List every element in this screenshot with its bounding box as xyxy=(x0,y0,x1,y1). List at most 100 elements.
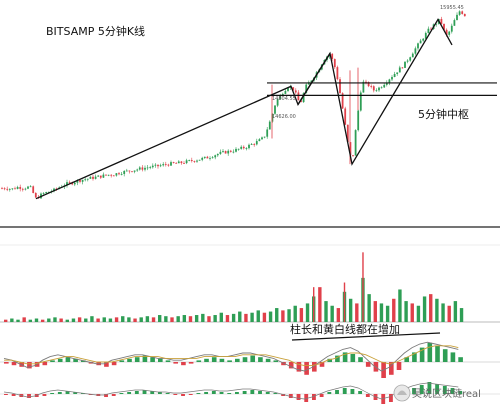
candle-body xyxy=(133,170,136,172)
bottom-bar xyxy=(319,394,324,397)
candle-body xyxy=(370,86,373,87)
candle-body xyxy=(263,136,266,138)
volume-bar xyxy=(188,316,193,322)
macd-bar xyxy=(319,362,325,367)
volume-bar xyxy=(422,296,427,322)
bottom-bar xyxy=(235,392,239,394)
candle-body xyxy=(183,163,185,164)
candle-body xyxy=(14,188,16,190)
volume-bar xyxy=(318,287,322,322)
volume-bar xyxy=(207,316,211,322)
macd-bar xyxy=(73,358,78,362)
candles xyxy=(1,10,466,199)
bottom-bar xyxy=(442,386,447,394)
candle-body xyxy=(68,182,71,183)
bottom-bar xyxy=(458,391,463,394)
candle-body xyxy=(45,192,48,194)
macd-bar xyxy=(119,360,125,362)
macd-bar xyxy=(65,357,71,362)
macd-bar xyxy=(435,346,440,362)
macd-bar xyxy=(165,360,171,362)
volume-bar xyxy=(219,312,223,322)
candle-body xyxy=(362,81,365,93)
bottom-bar xyxy=(165,393,170,394)
volume-bar xyxy=(238,311,242,322)
volume-bar xyxy=(77,317,82,322)
price-tag-2: 14626.00 xyxy=(272,114,296,120)
candle-body xyxy=(32,186,35,193)
candle-body xyxy=(443,23,445,30)
macd-bar xyxy=(242,357,248,362)
candle-body xyxy=(227,150,230,154)
candle-body xyxy=(159,165,162,167)
candle-body xyxy=(102,174,105,178)
bottom-bar xyxy=(4,394,8,395)
candle-body xyxy=(115,173,118,176)
volume-bar xyxy=(305,303,310,322)
candle-body xyxy=(89,176,92,179)
candle-body xyxy=(422,38,425,41)
candle-body xyxy=(336,67,339,80)
candle-body xyxy=(388,79,391,83)
candle-body xyxy=(198,159,201,161)
candle-body xyxy=(11,188,14,190)
volume-bar xyxy=(385,305,390,322)
volume-bar xyxy=(373,301,377,322)
bottom-bar xyxy=(273,393,278,394)
macd-bar xyxy=(4,362,9,364)
candle-body xyxy=(380,87,383,89)
candle-body xyxy=(206,156,209,159)
candle-body xyxy=(170,162,172,166)
volume-spike xyxy=(313,287,315,322)
macd-bar xyxy=(350,354,356,362)
macd-bar xyxy=(412,352,417,362)
volume-bar xyxy=(164,316,168,322)
volume-bar xyxy=(65,319,69,322)
macd-bar xyxy=(158,358,163,362)
volume-bar xyxy=(336,308,341,322)
candle-body xyxy=(73,182,76,185)
candle-body xyxy=(456,14,458,21)
bottom-panel xyxy=(0,382,500,404)
macd-bar xyxy=(104,362,109,367)
candle-body xyxy=(146,167,149,169)
volume-bar xyxy=(53,317,57,322)
macd-bar xyxy=(450,352,456,362)
candle-body xyxy=(448,31,451,35)
candle-body xyxy=(279,95,282,100)
candle-body xyxy=(201,157,204,160)
macd-bar xyxy=(327,358,333,362)
volume-bar xyxy=(348,298,353,322)
volume-bar xyxy=(10,318,14,322)
candle-body xyxy=(393,74,396,77)
candle-body xyxy=(391,76,393,80)
macd-bar xyxy=(389,362,394,375)
candle-body xyxy=(229,150,232,152)
candle-body xyxy=(292,87,295,91)
candle-body xyxy=(151,165,154,168)
candle-body xyxy=(216,153,219,156)
volume-spike xyxy=(343,282,346,322)
bottom-bar xyxy=(104,394,108,397)
candle-body xyxy=(97,175,100,177)
candle-body xyxy=(131,171,133,173)
candle-body xyxy=(66,182,68,186)
candle-body xyxy=(1,188,3,190)
candle-body xyxy=(411,53,414,58)
macd-bar xyxy=(265,358,271,362)
candle-body xyxy=(354,130,357,156)
macd-bar xyxy=(296,362,302,372)
candle-body xyxy=(203,156,206,158)
bottom-bar xyxy=(312,394,316,400)
candle-body xyxy=(284,90,287,94)
candle-body xyxy=(461,11,464,14)
candle-body xyxy=(258,139,261,142)
candle-body xyxy=(430,28,432,30)
candle-body xyxy=(450,25,453,32)
candle-body xyxy=(268,121,271,130)
candle-body xyxy=(118,173,120,175)
candle-body xyxy=(175,162,178,164)
macd-annotation-line xyxy=(291,332,441,341)
candle-body xyxy=(3,188,6,190)
bottom-bar xyxy=(11,394,16,396)
